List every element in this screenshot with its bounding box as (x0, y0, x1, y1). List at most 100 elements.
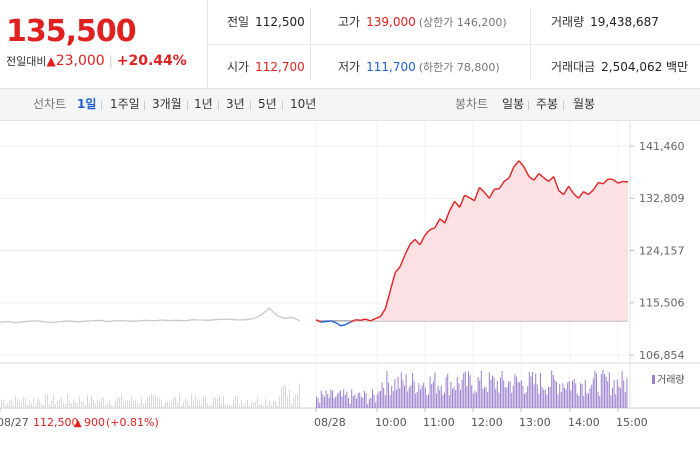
volume-bar (203, 396, 204, 408)
tab-1d[interactable]: 1일 (77, 97, 97, 111)
volume-bar (217, 398, 218, 408)
volume-bar (447, 373, 449, 408)
volume-bar (498, 392, 500, 408)
volume-bar (464, 371, 466, 408)
price-line-segment (350, 319, 356, 323)
price-line-segment (617, 180, 624, 184)
volume-bar (67, 394, 68, 408)
volume-bar (179, 394, 180, 408)
x-tick-label: 11:00 (423, 416, 455, 429)
volume-bar (19, 401, 20, 408)
price-line-segment (587, 189, 594, 196)
volume-bar (11, 399, 12, 408)
volume-bar (133, 400, 134, 408)
volume-bar (605, 376, 607, 408)
volume-bar (349, 403, 351, 408)
price-chart[interactable]: 141,460 132,809 124,157 115,506 106,854 08/27… (0, 121, 700, 450)
amount-value: 2,504,062 백만 (601, 60, 689, 74)
price-line-segment (340, 323, 346, 327)
volume-bar (151, 394, 152, 408)
price-line-segment (414, 238, 421, 246)
quote-row: 시가 112,700 저가 111,700 (하한가 78,800) 거래대금 2,50… (208, 44, 700, 89)
volume-bar (63, 402, 64, 408)
volume-bar (368, 399, 370, 408)
volume-bar (189, 404, 190, 408)
tab-weekly[interactable]: 주봉 (536, 97, 559, 111)
tab-5y[interactable]: 5년 (258, 97, 277, 111)
tab-1w[interactable]: 1주일 (110, 97, 140, 111)
price-line-segment (335, 322, 342, 327)
tab-monthly[interactable]: 월봉 (573, 97, 596, 111)
x-tick-label: 15:00 (616, 416, 648, 429)
volume-bar (157, 397, 158, 408)
volume-bar (450, 382, 452, 408)
volume-bar (95, 403, 96, 408)
volume-bar (575, 383, 577, 408)
volume-bar (485, 387, 487, 408)
prev-day-line (0, 307, 301, 324)
volume-bar (535, 373, 537, 408)
volume-bar (442, 395, 444, 408)
high-label: 고가 (338, 15, 361, 29)
price-line-segment (325, 320, 331, 323)
price-line-segment (478, 186, 485, 193)
volume-bar (324, 397, 325, 408)
volume-bar (402, 380, 404, 408)
volume-bar (357, 393, 359, 408)
volume-bar (429, 376, 431, 408)
price-line-segment (389, 272, 396, 291)
volume-bar (99, 401, 100, 408)
volume-bar (551, 370, 553, 408)
volume-bar (81, 401, 82, 408)
volume-bar (583, 395, 585, 408)
change-value: 23,000 (55, 53, 105, 69)
price-line-segment (503, 177, 510, 182)
volume-value: 19,438,687 (590, 15, 659, 29)
volume-bar (336, 393, 338, 408)
price-line-segment (508, 166, 515, 179)
volume-bar (317, 398, 319, 408)
volume-bar (291, 403, 292, 408)
volume-bar (525, 392, 527, 408)
volume-bar (77, 404, 78, 408)
volume-bar (623, 380, 625, 408)
volume-bar (39, 400, 40, 408)
price-line-segment (419, 234, 426, 246)
volume-bar (445, 377, 447, 408)
volume-bar (187, 400, 188, 408)
volume-bar (506, 387, 508, 408)
volume-bar (512, 385, 514, 408)
tab-1y[interactable]: 1년 (194, 97, 213, 111)
volume-bar (378, 391, 380, 408)
volume-bar (436, 393, 437, 408)
volume-bar (599, 395, 601, 408)
volume-bar (546, 394, 548, 408)
up-arrow-icon: ▲ (46, 54, 56, 68)
volume-bar (169, 403, 170, 408)
volume-bar (7, 403, 8, 408)
volume-bar (281, 387, 282, 408)
lower-limit: (하한가 78,800) (418, 61, 500, 74)
volume-bar (223, 396, 224, 408)
volume-bar (316, 396, 317, 408)
tab-10y[interactable]: 10년 (290, 97, 317, 111)
volume-bar (247, 400, 248, 408)
volume-bar (472, 393, 474, 408)
tab-divider (101, 101, 102, 110)
tab-daily[interactable]: 일봉 (502, 97, 525, 111)
price-line-segment (513, 160, 520, 167)
volume-bar (516, 376, 517, 408)
volume-bar (269, 401, 270, 408)
tab-3m[interactable]: 3개월 (152, 97, 182, 111)
volume-bar (557, 394, 559, 408)
volume-bar (383, 387, 385, 408)
volume-bar (271, 404, 272, 408)
volume-bar (519, 382, 521, 408)
tab-3y[interactable]: 3년 (226, 97, 245, 111)
volume-bar (333, 398, 335, 408)
price-line-segment (370, 317, 376, 322)
price-line-segment (488, 188, 495, 199)
volume-bar (468, 371, 469, 408)
volume-bar (235, 396, 236, 408)
y-tick-label: 115,506 (639, 297, 685, 310)
